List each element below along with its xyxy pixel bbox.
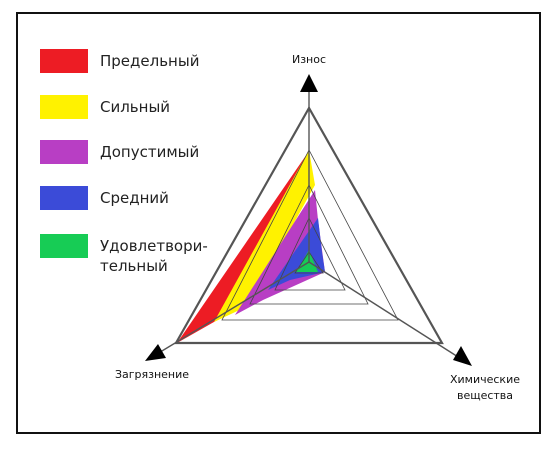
arrow-left-icon [145, 344, 166, 361]
legend-label-satisfactory: Удовлетвори- тельный [100, 236, 220, 276]
legend-swatch-medium [40, 186, 88, 210]
legend-label-strong: Сильный [100, 98, 171, 116]
axis-label-right-line1: Химические [450, 373, 520, 386]
grid-level-3 [249, 184, 369, 305]
legend-label-satisfactory-line1: Удовлетвори- [100, 237, 208, 255]
legend-label-acceptable: Допустимый [100, 143, 200, 161]
legend-swatch-strong [40, 95, 88, 119]
axis-line-right [308, 261, 467, 363]
arrow-right-icon [453, 346, 472, 366]
arrow-top-icon [300, 74, 318, 92]
level-strong-area [214, 150, 315, 322]
axis-label-left: Загрязнение [115, 368, 189, 381]
level-grid [221, 149, 399, 321]
legend-swatch-satisfactory [40, 234, 88, 258]
legend-label-medium: Средний [100, 189, 169, 207]
outer-triangle [174, 105, 444, 345]
legend-label-satisfactory-line2: тельный [100, 257, 168, 275]
legend-swatch-critical [40, 49, 88, 73]
grid-level-4 [221, 149, 399, 321]
legend-label-critical: Предельный [100, 52, 200, 70]
level-critical-area [177, 151, 309, 343]
legend-swatch-acceptable [40, 140, 88, 164]
axis-label-top: Износ [292, 53, 326, 66]
grid-level-1 [294, 251, 324, 274]
level-acceptable-area [235, 190, 325, 315]
axis-label-right-line2: вещества [457, 389, 513, 402]
grid-level-2 [274, 217, 346, 291]
